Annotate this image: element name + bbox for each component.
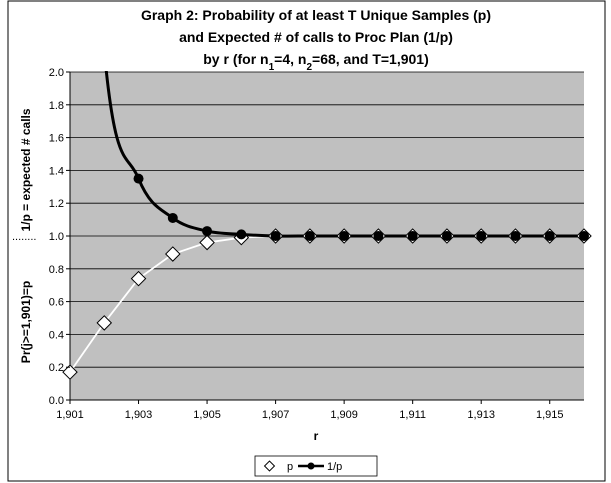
x-axis-label: r xyxy=(314,429,319,443)
title-line-1: Graph 2: Probability of at least T Uniqu… xyxy=(141,7,491,23)
side-dotted-mark: ........ xyxy=(12,231,36,243)
legend-p-label: p xyxy=(287,461,293,473)
inv-p-point xyxy=(202,226,213,237)
title-sub-2: 2 xyxy=(306,62,312,73)
legend-inv-marker xyxy=(307,462,315,470)
y-axis-ticks: 0.0 0.2 0.4 0.6 0.8 1.0 1.2 1.4 1.6 1.8 2.0 xyxy=(49,67,70,407)
title-part-b: =4, n xyxy=(274,51,306,67)
y-tick-label: 0.0 xyxy=(49,395,64,407)
y-tick-label: 1.2 xyxy=(49,198,64,210)
x-tick-label: 1,907 xyxy=(262,409,290,421)
legend-inv-label: 1/p xyxy=(327,461,342,473)
inv-p-point xyxy=(476,231,487,241)
p-point xyxy=(165,246,181,262)
legend-p-marker xyxy=(263,460,276,472)
x-tick-label: 1,913 xyxy=(467,409,495,421)
title-part-c: =68, and T=1,901) xyxy=(312,51,429,67)
inv-p-point xyxy=(407,231,418,241)
x-tick-label: 1,905 xyxy=(193,409,221,421)
title-line-2: and Expected # of calls to Proc Plan (1/… xyxy=(179,29,453,45)
p-point xyxy=(96,315,113,331)
inv-p-point xyxy=(579,231,589,241)
y-tick-label: 1.6 xyxy=(49,133,64,145)
y-axis-label-upper: 1/p = expected # calls xyxy=(19,108,33,231)
inv-p-point xyxy=(270,231,281,241)
y-tick-label: 1.4 xyxy=(49,165,64,177)
p-point xyxy=(130,270,147,287)
x-tick-label: 1,911 xyxy=(399,409,426,421)
y-tick-label: 0.4 xyxy=(49,329,64,341)
y-tick-label: 1.0 xyxy=(49,231,64,243)
inv-p-point xyxy=(236,229,247,240)
inv-p-point xyxy=(167,212,178,223)
title-line-3: by r (for n1=4, n2=68, and T=1,901) xyxy=(203,51,429,73)
p-point xyxy=(199,234,215,251)
y-tick-label: 0.2 xyxy=(49,362,64,374)
inv-p-point xyxy=(544,231,555,241)
inv-p-point xyxy=(339,231,350,241)
chart-title: Graph 2: Probability of at least T Uniqu… xyxy=(141,7,491,73)
x-tick-label: 1,901 xyxy=(56,409,84,421)
y-tick-label: 1.8 xyxy=(49,100,64,112)
y-axis-label-lower: Pr(j>=1,901)=p xyxy=(19,281,33,363)
y-tick-label: 0.8 xyxy=(49,264,64,276)
plot-area xyxy=(62,71,592,401)
inv-p-point xyxy=(441,231,452,241)
p-point xyxy=(62,364,78,380)
inv-p-point xyxy=(133,173,144,184)
inv-p-point xyxy=(304,231,315,241)
x-axis-ticks: 1,901 1,903 1,905 1,907 1,909 1,911 1,913 1,915 xyxy=(56,400,563,421)
x-tick-label: 1,903 xyxy=(125,409,153,421)
inv-p-point xyxy=(373,231,384,241)
x-tick-label: 1,909 xyxy=(330,409,358,421)
y-tick-label: 0.6 xyxy=(49,297,64,309)
legend: p 1/p xyxy=(254,455,378,477)
inv-p-point xyxy=(510,231,521,241)
x-tick-label: 1,915 xyxy=(536,409,564,421)
title-part-a: by r (for n xyxy=(203,51,268,67)
title-sub-1: 1 xyxy=(269,62,275,73)
y-tick-label: 2.0 xyxy=(49,67,64,79)
